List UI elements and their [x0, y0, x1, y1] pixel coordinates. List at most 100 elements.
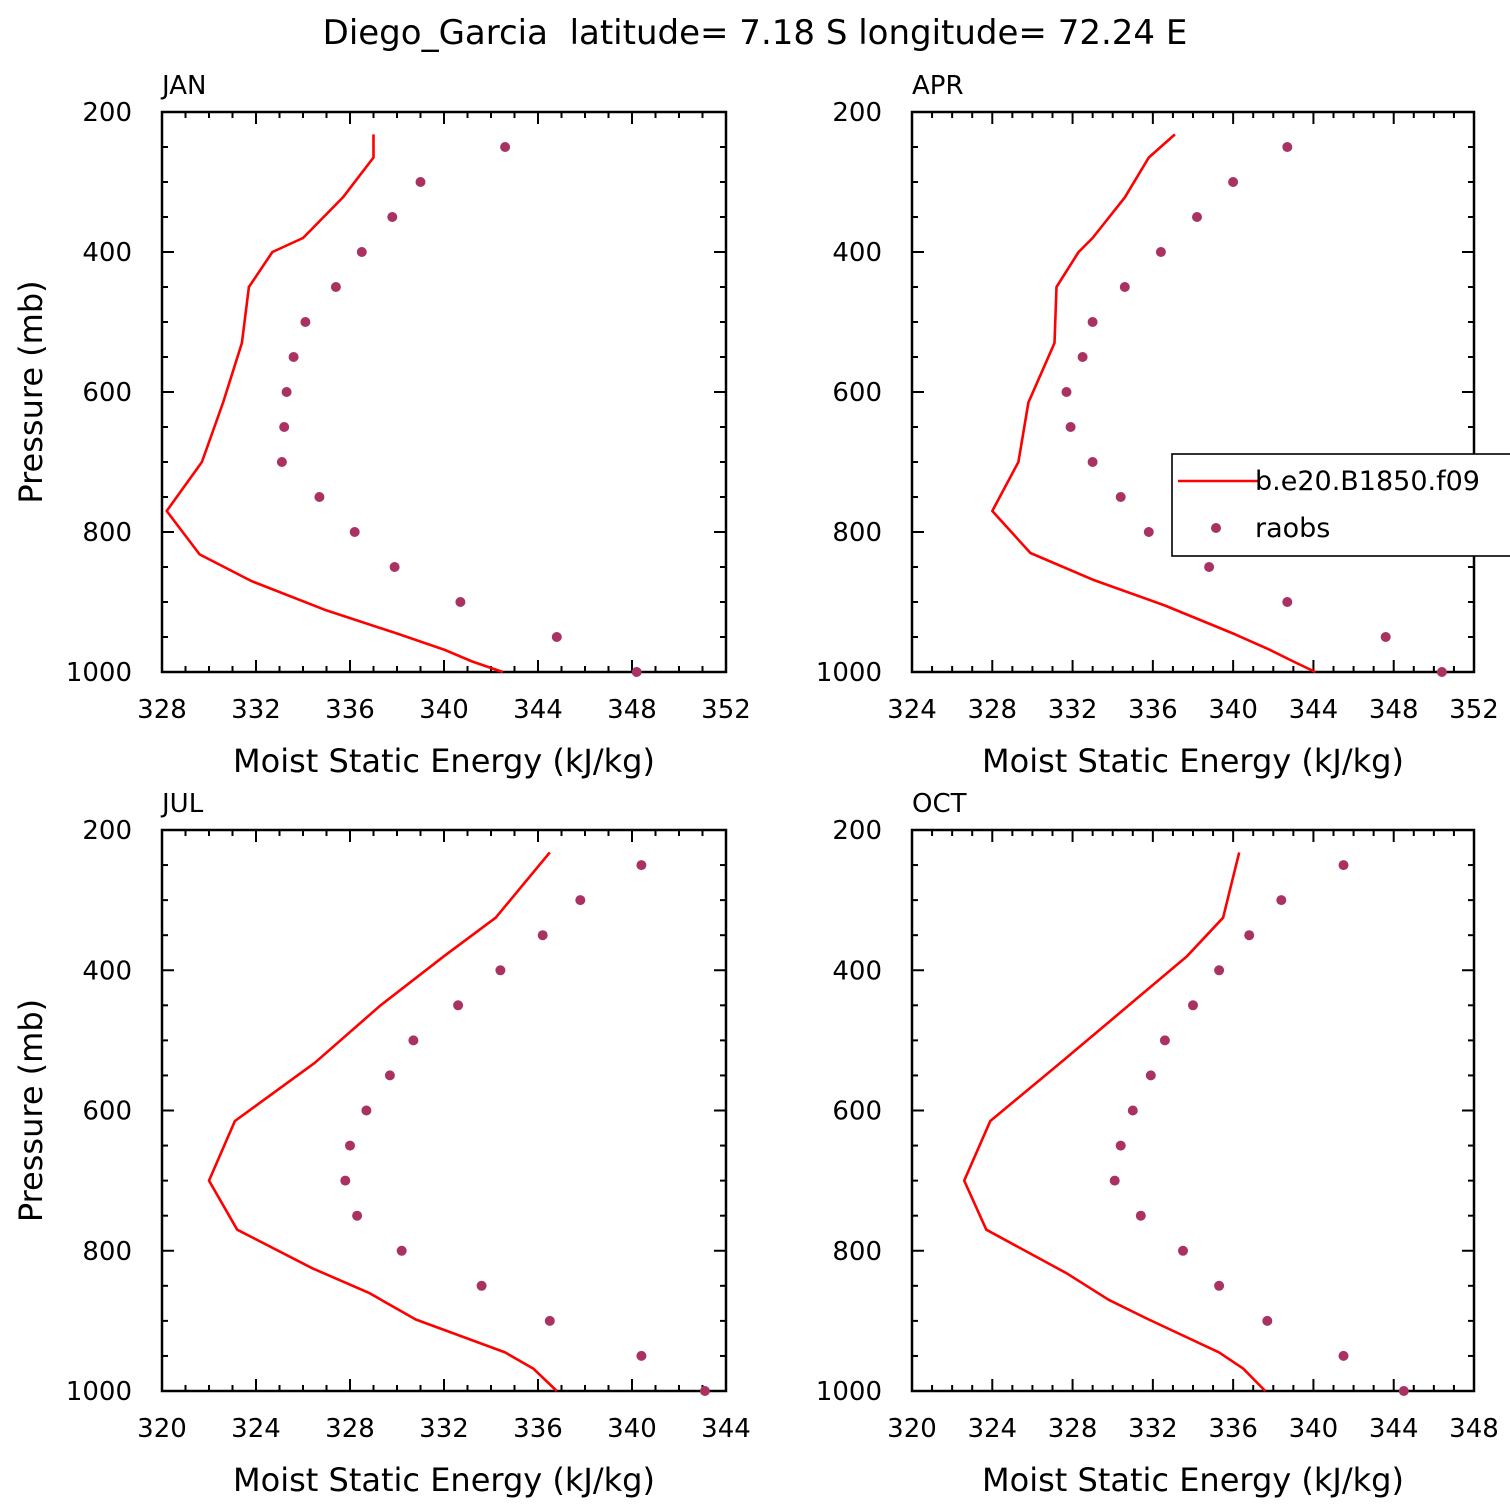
- legend-box: [1171, 453, 1510, 557]
- panel-title: JAN: [160, 71, 206, 101]
- x-tick-label: 336: [1208, 1414, 1258, 1444]
- raobs-point: [415, 177, 426, 187]
- raobs-point: [396, 1245, 407, 1256]
- raobs-point: [1244, 930, 1255, 941]
- raobs-point: [300, 317, 311, 327]
- y-tick-label: 400: [832, 956, 882, 986]
- x-tick-label: 328: [137, 695, 187, 725]
- raobs-point: [1282, 597, 1293, 607]
- raobs-point: [352, 1210, 363, 1221]
- raobs-point: [1115, 1140, 1126, 1151]
- x-tick-label: 332: [1048, 695, 1098, 725]
- raobs-point: [1087, 317, 1098, 327]
- x-tick-label: 340: [1289, 1414, 1339, 1444]
- raobs-point: [1077, 352, 1088, 362]
- y-tick-label: 200: [832, 816, 882, 846]
- raobs-point: [1143, 527, 1154, 537]
- x-tick-label: 344: [701, 1414, 751, 1444]
- x-axis-label: Moist Static Energy (kJ/kg): [982, 1461, 1404, 1499]
- raobs-point: [356, 247, 367, 257]
- x-tick-label: 344: [1369, 1414, 1419, 1444]
- x-axis-label: Moist Static Energy (kJ/kg): [233, 1461, 655, 1499]
- raobs-point: [476, 1280, 487, 1291]
- x-tick-label: 340: [419, 695, 469, 725]
- raobs-point: [340, 1175, 351, 1186]
- plot-frame: [910, 828, 1476, 1393]
- x-tick-label: 340: [1208, 695, 1258, 725]
- panel-title: JUL: [160, 789, 204, 819]
- raobs-point: [389, 562, 400, 572]
- raobs-point: [314, 492, 325, 502]
- y-tick-label: 1000: [816, 1377, 882, 1407]
- plot-frame: [910, 110, 1476, 674]
- x-tick-label: 320: [137, 1414, 187, 1444]
- x-tick-label: 352: [1449, 695, 1499, 725]
- legend-label-model: b.e20.B1850.f09: [1255, 466, 1480, 497]
- x-axis-label: Moist Static Energy (kJ/kg): [982, 742, 1404, 780]
- raobs-point: [575, 895, 586, 906]
- x-axis-label: Moist Static Energy (kJ/kg): [233, 742, 655, 780]
- y-tick-label: 400: [82, 956, 132, 986]
- raobs-point: [1214, 965, 1225, 976]
- model-profile-line: [990, 133, 1316, 674]
- raobs-point: [1192, 212, 1202, 222]
- raobs-point: [1338, 1350, 1349, 1361]
- y-tick-label: 800: [82, 518, 132, 548]
- panels: 328 332 336 340 344 348 352 200 400 600 800 1000 JAN…: [12, 71, 1499, 1499]
- raobs-point: [1398, 1386, 1409, 1396]
- y-tick-label: 600: [832, 378, 882, 408]
- raobs-point: [1127, 1105, 1138, 1116]
- x-tick-label: 348: [1449, 1414, 1499, 1444]
- panel-title: OCT: [912, 789, 967, 819]
- raobs-point: [500, 142, 511, 152]
- x-tick-label: 320: [887, 1414, 937, 1444]
- raobs-point: [281, 387, 292, 397]
- raobs-point: [1338, 860, 1349, 871]
- x-tick-label: 324: [887, 695, 937, 725]
- raobs-point: [345, 1140, 355, 1151]
- raobs-point: [495, 965, 506, 976]
- raobs-point: [1115, 492, 1126, 502]
- raobs-point: [387, 212, 398, 222]
- y-tick-label: 1000: [66, 1377, 132, 1407]
- y-tick-label: 1000: [816, 658, 882, 688]
- x-tick-label: 324: [967, 1414, 1017, 1444]
- raobs-point: [1135, 1210, 1146, 1221]
- raobs-point: [1214, 1280, 1225, 1291]
- raobs-point: [1188, 1000, 1198, 1011]
- raobs-point: [537, 930, 548, 941]
- raobs-point: [631, 667, 642, 677]
- y-tick-label: 800: [832, 1237, 882, 1267]
- plot-frame: [160, 110, 728, 674]
- raobs-point: [1178, 1245, 1188, 1256]
- y-tick-label: 200: [82, 98, 132, 128]
- raobs-point: [636, 1350, 647, 1361]
- y-tick-label: 1000: [66, 658, 132, 688]
- x-tick-label: 324: [231, 1414, 281, 1444]
- x-tick-label: 344: [1289, 695, 1339, 725]
- raobs-point: [330, 282, 341, 292]
- raobs-point: [288, 352, 299, 362]
- model-profile-line: [165, 134, 504, 674]
- raobs-point: [1087, 457, 1098, 467]
- raobs-point: [1204, 562, 1215, 572]
- raobs-point: [1109, 1175, 1120, 1186]
- y-axis-label: Pressure (mb): [12, 280, 50, 503]
- raobs-point: [1061, 387, 1072, 397]
- panel-oct: 320 324 328 332 336 340 344 348 200 400 600 800 1000…: [816, 789, 1499, 1499]
- x-tick-label: 352: [701, 695, 751, 725]
- raobs-point: [455, 597, 466, 607]
- y-tick-label: 400: [82, 238, 132, 268]
- legend-dot-swatch: [1211, 523, 1221, 533]
- y-tick-label: 200: [82, 816, 132, 846]
- raobs-point: [1276, 895, 1287, 906]
- panel-title: APR: [912, 71, 964, 101]
- raobs-point: [1228, 177, 1239, 187]
- raobs-point: [1159, 1035, 1170, 1046]
- x-tick-label: 348: [1369, 695, 1419, 725]
- panel-jan: 328 332 336 340 344 348 352 200 400 600 800 1000 JAN…: [12, 71, 751, 780]
- x-tick-label: 332: [231, 695, 281, 725]
- raobs-point: [384, 1070, 395, 1081]
- raobs-point: [1119, 282, 1130, 292]
